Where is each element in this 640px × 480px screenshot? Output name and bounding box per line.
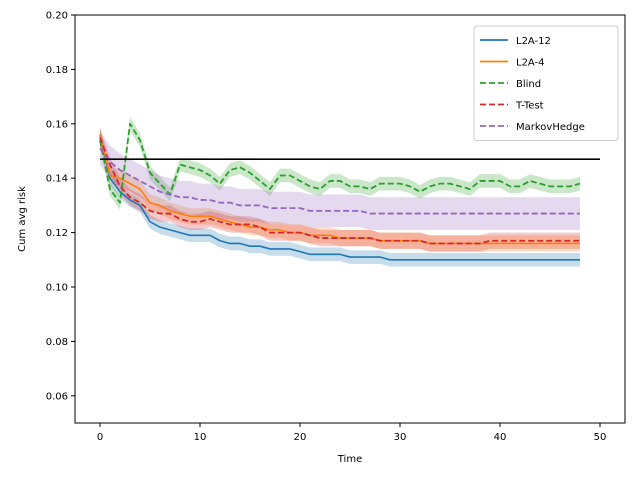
band-l2a-4 <box>100 126 580 252</box>
series-line-markovhedge <box>99 147 580 215</box>
x-axis-ticks: 0 10 20 30 40 50 <box>97 423 607 443</box>
series-line-l2a-12 <box>99 134 580 261</box>
plot-frame <box>74 14 626 424</box>
y-tick-label: 0.06 <box>46 391 68 402</box>
x-tick-label: 30 <box>394 432 407 443</box>
y-tick-label: 0.16 <box>46 119 68 130</box>
series-line-blind <box>99 122 581 204</box>
band-markovhedge <box>100 131 580 230</box>
y-axis-ticks: 0.06 0.08 0.10 0.12 0.14 0.16 0.18 0.20 <box>46 11 75 402</box>
y-tick-label: 0.08 <box>46 337 68 348</box>
legend-label: Blind <box>516 79 541 90</box>
legend-label: T-Test <box>515 101 544 112</box>
legend-label: L2A-12 <box>516 36 551 47</box>
x-tick-label: 10 <box>194 432 207 443</box>
legend-label: L2A-4 <box>516 58 545 69</box>
x-axis-label: Time <box>337 454 362 465</box>
y-tick-label: 0.12 <box>46 228 68 239</box>
legend: L2A-12 L2A-4 Blind T-Test MarkovHedge <box>473 25 619 141</box>
series-line-l2a-4 <box>99 134 580 245</box>
x-tick-label: 40 <box>494 432 507 443</box>
series-lines <box>99 122 581 261</box>
y-tick-label: 0.10 <box>46 283 68 294</box>
y-tick-label: 0.14 <box>46 174 68 185</box>
y-tick-label: 0.20 <box>46 11 68 22</box>
legend-label: MarkovHedge <box>516 122 585 133</box>
x-tick-label: 0 <box>97 432 103 443</box>
legend-box <box>473 25 619 141</box>
x-tick-label: 20 <box>294 432 307 443</box>
y-tick-label: 0.18 <box>46 65 68 76</box>
x-tick-label: 50 <box>594 432 607 443</box>
y-axis-label: Cum avg risk <box>17 186 28 252</box>
